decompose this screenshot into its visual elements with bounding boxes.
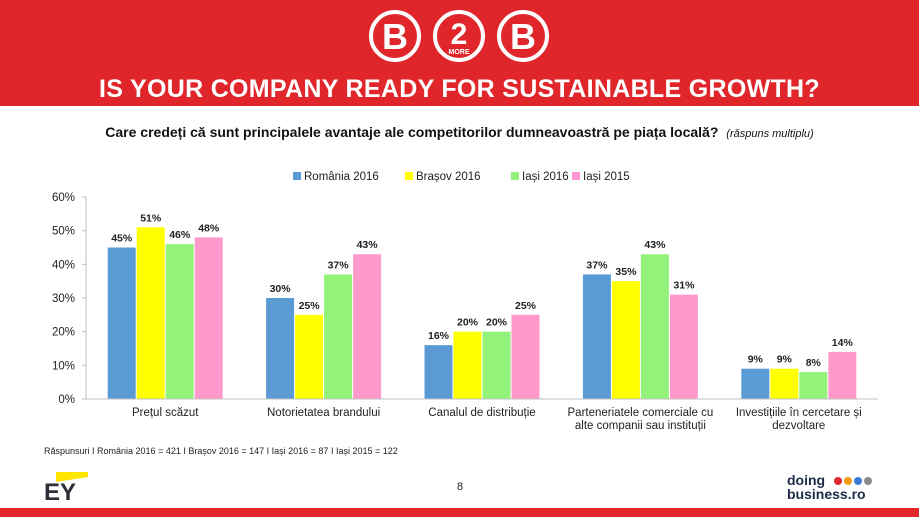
- data-label: 37%: [586, 259, 608, 271]
- data-label: 14%: [832, 337, 854, 349]
- bar: [424, 345, 453, 399]
- page-number: 8: [456, 481, 464, 493]
- logo-circle-middle: [433, 10, 485, 62]
- bar: [582, 274, 611, 399]
- legend-label: Brașov 2016: [416, 171, 481, 183]
- question-note: (răspuns multiplu): [726, 128, 814, 140]
- footer-bar: [0, 508, 919, 517]
- bar: [640, 254, 669, 399]
- legend-swatch: [572, 172, 580, 180]
- bar: [611, 281, 640, 399]
- legend-label: România 2016: [304, 171, 379, 183]
- category-label: dezvoltare: [772, 420, 825, 432]
- category-label: Prețul scăzut: [132, 407, 199, 419]
- ey-logo-bar: [56, 472, 88, 482]
- bar: [799, 372, 828, 399]
- data-label: 20%: [457, 317, 479, 329]
- logo-circle-right: [497, 10, 549, 62]
- category-label: Parteneriatele comerciale cu: [568, 407, 714, 419]
- logo-letter-right: B: [510, 16, 536, 57]
- doingbusiness-logo-line2: business.ro: [787, 486, 866, 502]
- y-tick-label: 20%: [52, 327, 75, 339]
- data-label: 48%: [198, 222, 220, 234]
- y-tick-label: 30%: [52, 293, 75, 305]
- bar: [136, 227, 165, 399]
- y-tick-label: 60%: [52, 192, 75, 204]
- banner-title: IS YOUR COMPANY READY FOR SUSTAINABLE GR…: [99, 75, 820, 103]
- data-label: 45%: [111, 233, 133, 245]
- bar: [482, 331, 511, 399]
- logo-more-text: MORE: [449, 49, 470, 56]
- legend-label: Iași 2015: [583, 171, 630, 183]
- category-label: Canalul de distribuție: [428, 407, 535, 419]
- header-banner: B 2 MORE B IS YOUR COMPANY READY FOR SUS…: [0, 0, 919, 106]
- logo-dot-orange: [844, 477, 852, 485]
- category-label: Notorietatea brandului: [267, 407, 380, 419]
- bar: [453, 331, 482, 399]
- category-label: Investițiile în cercetare și: [736, 407, 862, 419]
- data-label: 43%: [644, 239, 666, 251]
- question-text: Care credeți că sunt principalele avanta…: [105, 124, 719, 140]
- logo-dot-gray: [864, 477, 872, 485]
- logo-circle-left: [369, 10, 421, 62]
- bar-chart: România 2016 Brașov 2016 Iași 2016 Iași 201…: [52, 171, 878, 432]
- legend-swatch: [405, 172, 413, 180]
- logo-digit: 2: [451, 18, 468, 51]
- logo-dot-red: [834, 477, 842, 485]
- bar: [107, 247, 136, 399]
- bar: [165, 244, 194, 399]
- data-label: 8%: [806, 357, 822, 369]
- data-label: 25%: [515, 300, 537, 312]
- legend-swatch: [511, 172, 519, 180]
- data-label: 9%: [748, 354, 764, 366]
- bar: [828, 351, 857, 399]
- y-tick-label: 40%: [52, 259, 75, 271]
- survey-question: Care credeți că sunt principalele avanta…: [0, 124, 919, 140]
- data-label: 37%: [328, 259, 350, 271]
- y-tick-label: 10%: [52, 360, 75, 372]
- data-label: 30%: [270, 283, 292, 295]
- data-label: 31%: [673, 280, 695, 292]
- bar: [741, 368, 770, 399]
- doingbusiness-logo-line1: doing: [787, 472, 826, 488]
- data-label: 43%: [357, 239, 379, 251]
- legend-swatch: [293, 172, 301, 180]
- ey-logo-text: EY: [44, 479, 76, 502]
- bar: [266, 298, 295, 399]
- bar: [353, 254, 382, 399]
- bar: [194, 237, 223, 399]
- ey-logo: EY: [44, 472, 88, 502]
- logo-dot-blue: [854, 477, 862, 485]
- b2b-more-logo: B 2 MORE B: [369, 10, 549, 62]
- bar: [669, 294, 698, 399]
- y-tick-label: 0%: [58, 394, 75, 406]
- legend-label: Iași 2016: [522, 171, 569, 183]
- bar: [324, 274, 353, 399]
- bar: [511, 314, 540, 399]
- y-tick-label: 50%: [52, 226, 75, 238]
- data-label: 35%: [615, 266, 637, 278]
- data-label: 51%: [140, 212, 162, 224]
- bar: [295, 314, 324, 399]
- data-label: 16%: [428, 330, 450, 342]
- category-label: alte companii sau instituții: [575, 420, 706, 432]
- doingbusiness-logo: doing business.ro: [787, 473, 887, 503]
- data-label: 9%: [777, 354, 793, 366]
- data-label: 46%: [169, 229, 191, 241]
- bar: [770, 368, 799, 399]
- response-counts: Răspunsuri I România 2016 = 421 I Brașov…: [44, 446, 398, 456]
- logo-letter-left: B: [382, 16, 408, 57]
- data-label: 25%: [299, 300, 321, 312]
- data-label: 20%: [486, 317, 508, 329]
